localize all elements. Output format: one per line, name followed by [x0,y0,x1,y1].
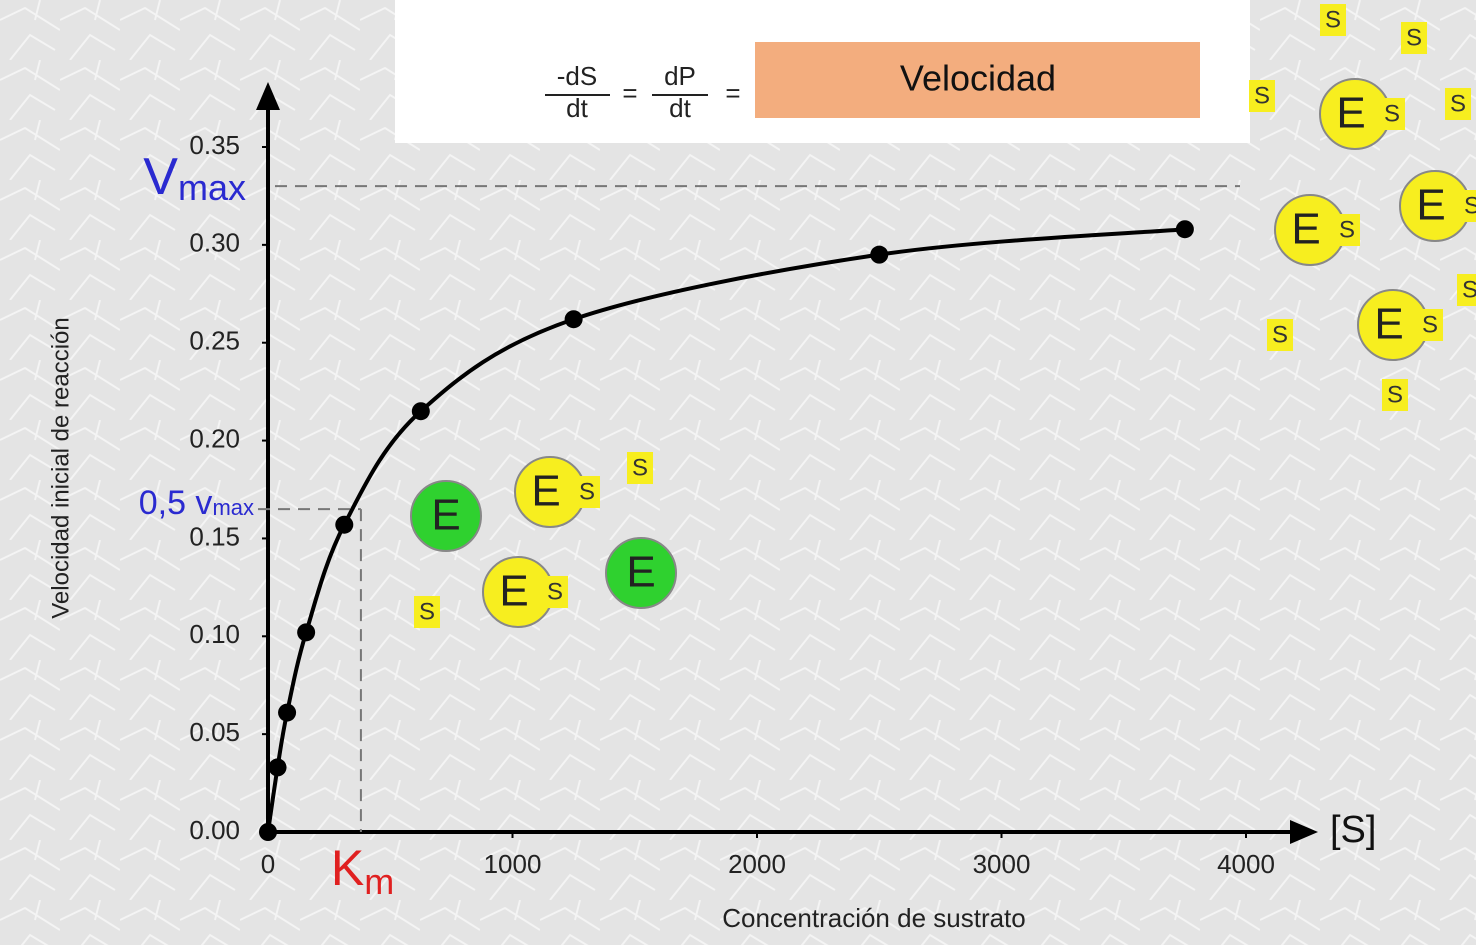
x-tick-label: 2000 [728,849,786,879]
label-sub: max [178,167,246,208]
substrate-label: S [1339,216,1355,243]
substrate-label: S [579,478,595,505]
label-main: V [143,148,178,206]
formula-text: dt [669,93,691,123]
substrate-label: S [1254,82,1270,109]
data-point [412,402,430,420]
enzyme-label: E [1374,300,1403,349]
x-axis-title: Concentración de sustrato [722,903,1026,933]
formula-text: = [622,78,637,108]
enzyme-label: E [1336,89,1365,138]
y-tick-label: 0.30 [189,228,240,258]
enzyme-label: E [431,491,460,540]
y-tick-label: 0.25 [189,326,240,356]
enzyme-label: E [499,567,528,616]
substrate-label: S [1462,276,1476,303]
data-point [278,704,296,722]
formula-text: = [725,78,740,108]
enzyme-label: E [626,548,655,597]
substrate-label: S [547,578,563,605]
substrate-label: S [1325,6,1341,33]
substrate-label: S [1464,192,1476,219]
y-axis-title: Velocidad inicial de reacción [47,317,74,619]
label-main: K [331,840,364,896]
x-tick-label: 4000 [1217,849,1275,879]
y-tick-label: 0.35 [189,130,240,160]
x-tick-label: 3000 [973,849,1031,879]
y-tick-label: 0.20 [189,423,240,453]
substrate-label: S [1422,311,1438,338]
y-tick-label: 0.05 [189,717,240,747]
substrate-label: S [632,454,648,481]
data-point [335,516,353,534]
formula-text: -dS [557,61,597,91]
y-tick-label: 0.10 [189,619,240,649]
chart-title: Velocidad [900,58,1056,99]
formula-text: dt [566,93,588,123]
enzyme-label: E [1416,181,1445,230]
data-point [1176,220,1194,238]
substrate-label: S [1387,381,1403,408]
data-point [259,823,277,841]
data-point [565,310,583,328]
substrate-label: S [1272,321,1288,348]
y-tick-label: 0.15 [189,521,240,551]
x-axis-symbol: [S] [1330,809,1376,851]
enzyme-label: E [531,467,560,516]
data-point [269,758,287,776]
formula-text: dP [664,61,696,91]
data-point [297,623,315,641]
substrate-label: S [1406,24,1422,51]
substrate-label: S [1450,90,1466,117]
x-tick-label: 1000 [484,849,542,879]
substrate-label: S [419,598,435,625]
x-tick-label: 0 [261,849,275,879]
chart: -dS dt = dP dt = Velocidad Concentración… [0,0,1476,945]
substrate-label: S [1384,100,1400,127]
data-point [870,246,888,264]
enzyme-label: E [1291,205,1320,254]
label-sub: max [212,495,254,520]
y-tick-label: 0.00 [189,815,240,845]
label-sub: m [364,861,394,902]
label-main: 0,5 v [139,484,213,522]
